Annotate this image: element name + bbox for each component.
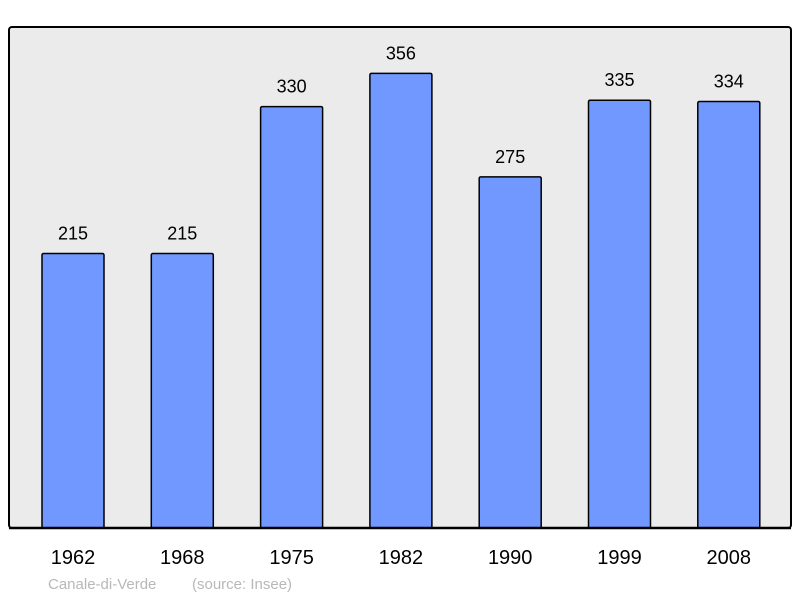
data-label-2008: 334 (714, 71, 744, 91)
x-tick-label-2008: 2008 (707, 547, 752, 569)
bar-1962 (41, 252, 105, 529)
x-tick-label-1975: 1975 (269, 547, 314, 569)
x-tick-label-1982: 1982 (379, 547, 424, 569)
bar-1990 (478, 176, 542, 529)
x-tick-label-1962: 1962 (51, 547, 96, 569)
data-label-1975: 330 (277, 77, 307, 97)
data-label-1990: 275 (495, 147, 525, 167)
footer-source: (source: Insee) (192, 576, 292, 593)
data-label-1982: 356 (386, 43, 416, 63)
data-label-1968: 215 (167, 223, 197, 243)
bar-2008 (697, 100, 761, 529)
x-tick-label-1968: 1968 (160, 547, 205, 569)
bar-1999 (587, 99, 652, 529)
bar-1982 (369, 72, 433, 529)
footer-place: Canale-di-Verde (48, 576, 156, 593)
data-label-1999: 335 (604, 70, 634, 90)
x-tick-label-1990: 1990 (488, 547, 533, 569)
bar-1975 (259, 105, 324, 529)
bar-1968 (150, 252, 215, 529)
x-tick-label-1999: 1999 (597, 547, 642, 569)
data-label-1962: 215 (58, 223, 88, 243)
